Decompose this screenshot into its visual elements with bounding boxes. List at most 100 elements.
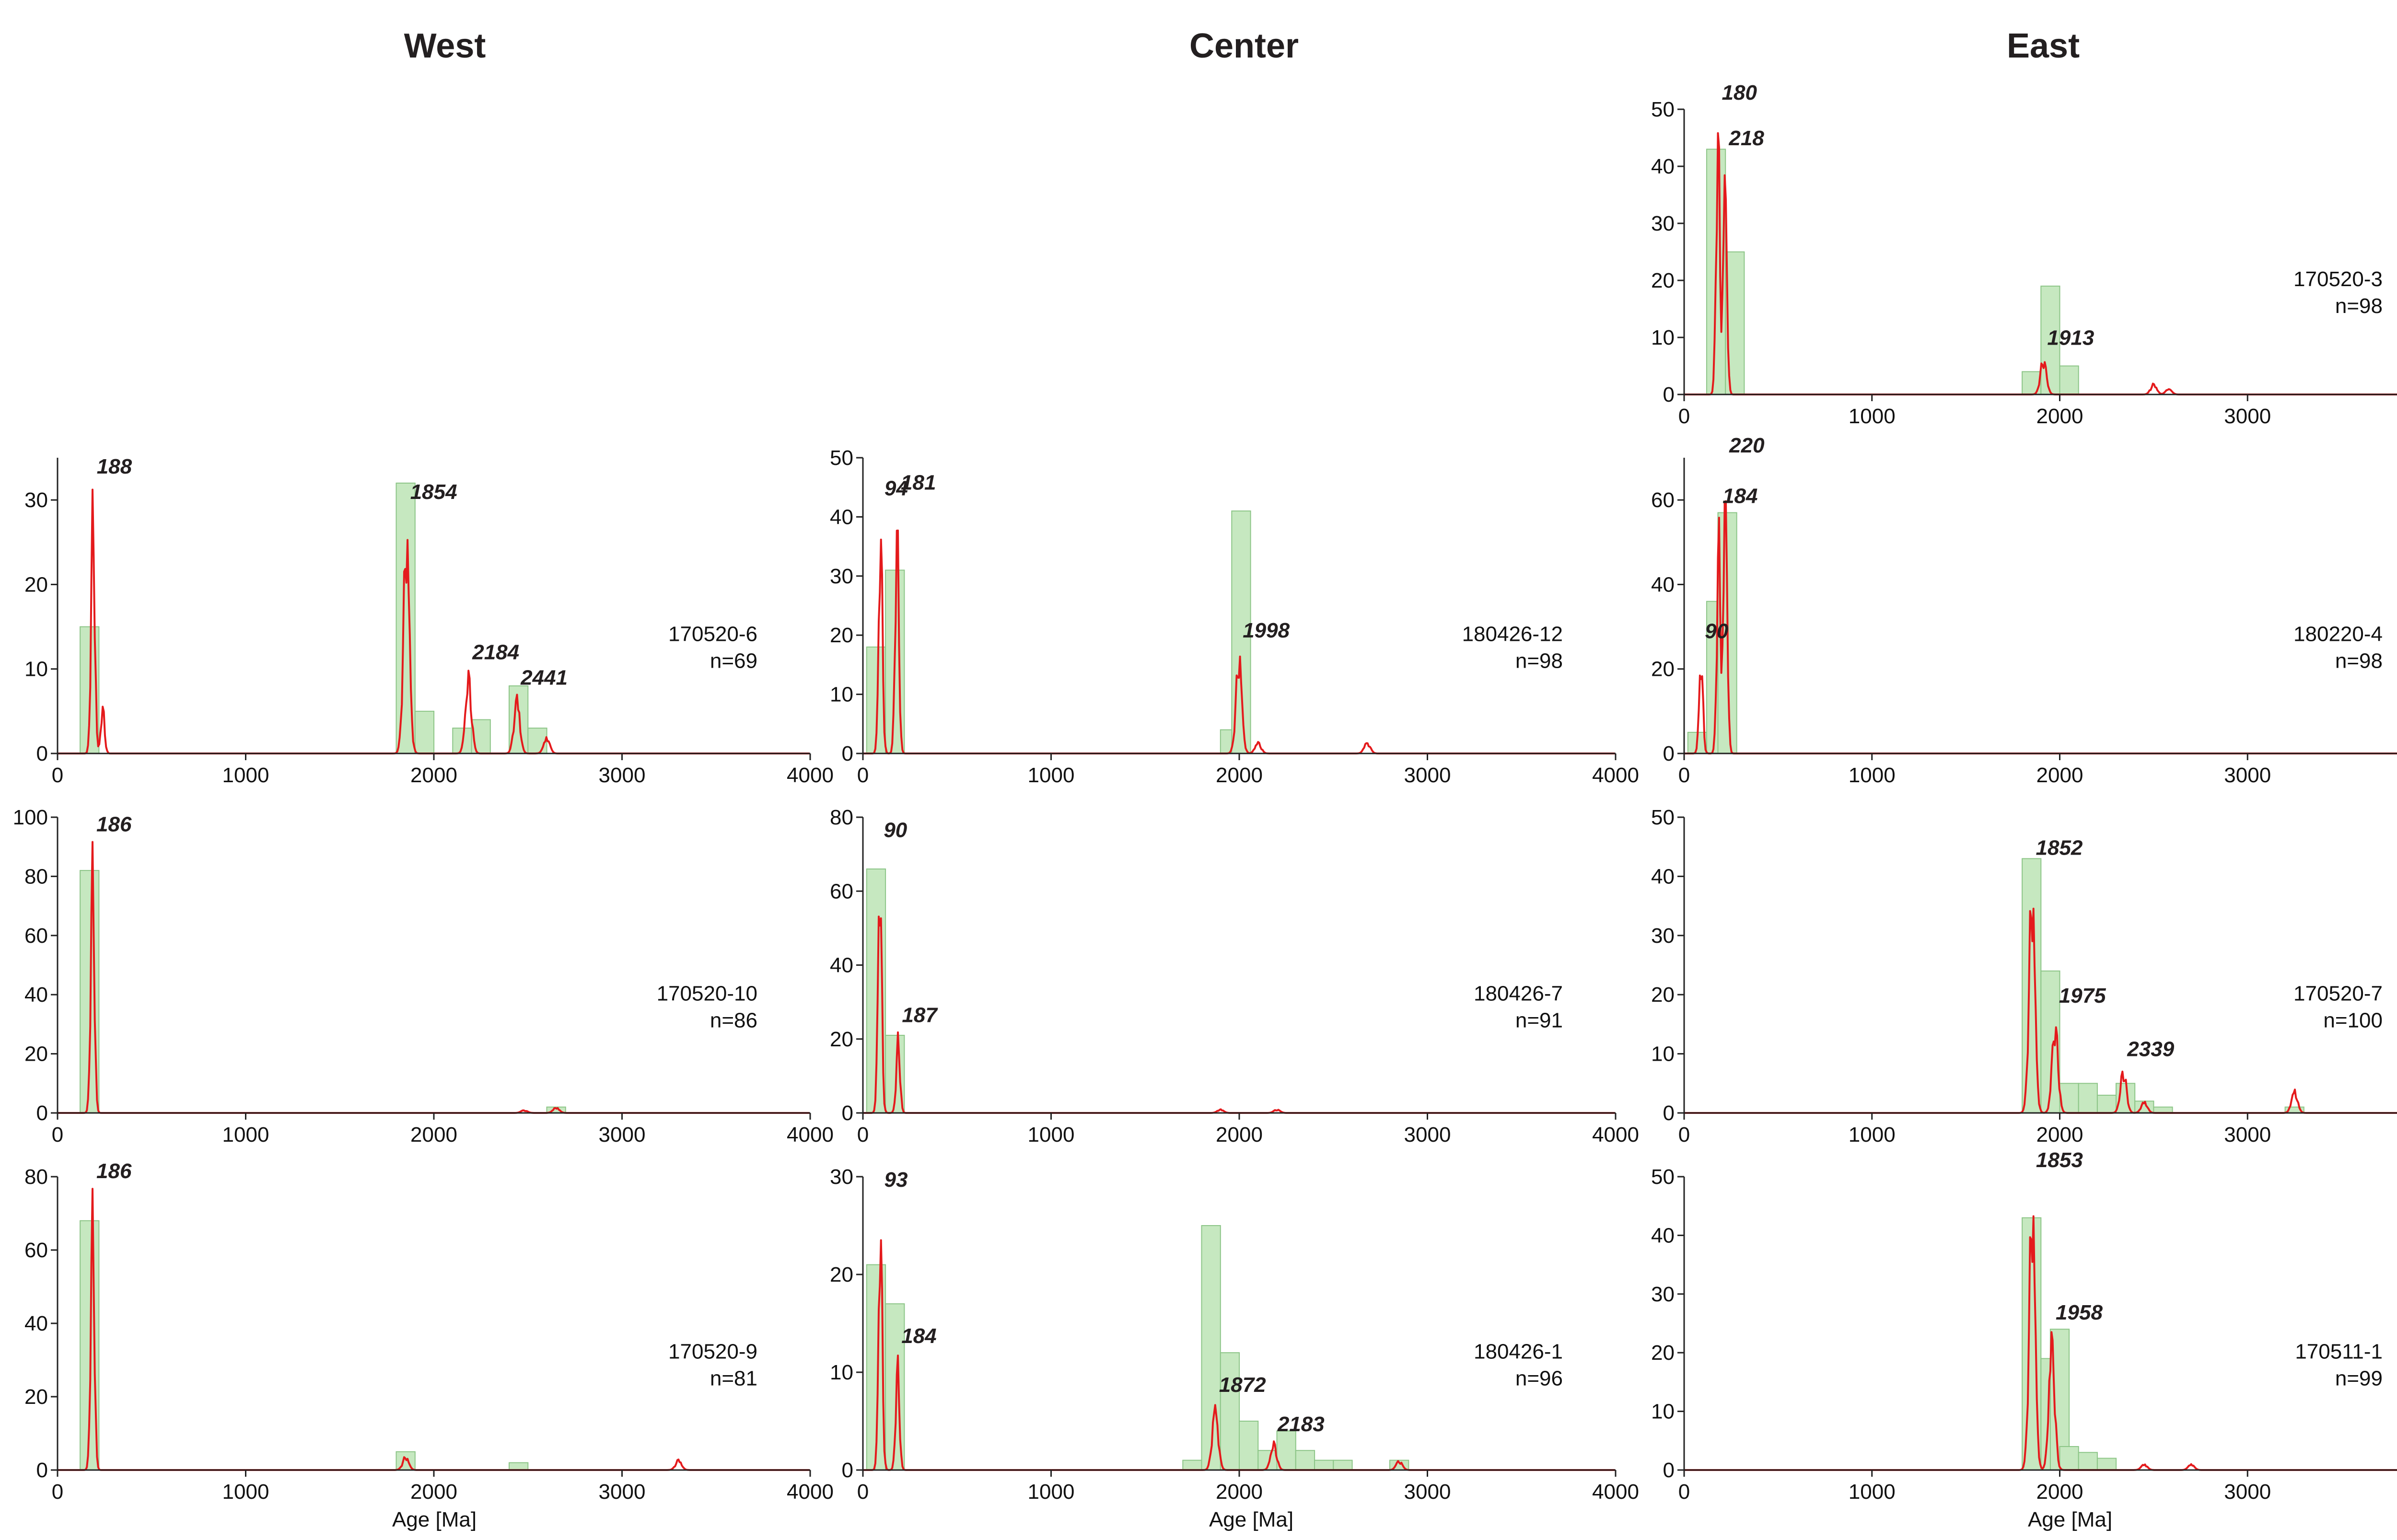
y-tick-label-180426-1-1: 10 [830, 1361, 853, 1384]
peak-label-170511-1-1: 1958 [2056, 1301, 2103, 1324]
y-tick-label-170520-7-2: 20 [1651, 983, 1675, 1007]
x-tick-label-170520-7-3: 3000 [2224, 1123, 2271, 1146]
y-tick-label-180220-4-0: 0 [1663, 742, 1675, 765]
y-tick-label-180426-1-3: 30 [830, 1165, 853, 1189]
x-tick-label-170520-9-4: 4000 [787, 1480, 834, 1504]
x-tick-label-180220-4-3: 3000 [2224, 764, 2271, 787]
y-tick-label-180426-7-2: 40 [830, 954, 853, 977]
sample-label-180426-7: 180426-7 [1474, 982, 1563, 1006]
peak-label-170520-6-1: 1854 [410, 480, 457, 504]
sample-n-180426-1: n=96 [1515, 1366, 1563, 1390]
x-tick-label-170511-1-2: 2000 [2036, 1480, 2083, 1504]
y-tick-label-180426-1-0: 0 [842, 1459, 853, 1482]
sample-label-170520-9: 170520-9 [668, 1340, 757, 1363]
x-tick-label-180426-1-4: 4000 [1592, 1480, 1639, 1504]
peak-label-170520-3-0: 180 [1722, 81, 1757, 104]
y-tick-label-170520-9-4: 80 [24, 1165, 48, 1189]
sample-label-170520-6: 170520-6 [668, 623, 757, 646]
y-tick-label-170520-9-2: 40 [24, 1312, 48, 1335]
y-tick-label-180220-4-2: 40 [1651, 573, 1675, 596]
bar-170520-9-1 [396, 1451, 416, 1471]
sample-n-170520-3: n=98 [2335, 294, 2383, 318]
sample-n-180220-4: n=98 [2335, 649, 2383, 673]
y-tick-label-180220-4-1: 20 [1651, 658, 1675, 681]
x-tick-label-170520-6-4: 4000 [787, 764, 834, 787]
sample-n-170511-1: n=99 [2335, 1366, 2383, 1390]
panel-170511-1: 0100020003000400001020304050185319581705… [1651, 1148, 2397, 1504]
bar-170511-1-4 [2078, 1452, 2098, 1471]
y-tick-label-170520-10-4: 80 [24, 865, 48, 888]
peak-label-170520-6-0: 188 [97, 455, 132, 478]
x-tick-label-170520-9-3: 3000 [599, 1480, 646, 1504]
column-title-east: East [2007, 27, 2080, 65]
x-tick-label-170520-10-1: 1000 [222, 1123, 269, 1146]
panel-180426-1: 0 1000 2000 3000 4000 0 10 20 30 93 184 1872 2183 180… [830, 1165, 1639, 1504]
peak-label-170520-6-2: 2184 [472, 641, 519, 664]
x-tick-label-170520-10-4: 4000 [787, 1123, 834, 1146]
x-tick-label-180426-1-3: 3000 [1404, 1480, 1451, 1504]
x-tick-label-170520-9-2: 2000 [410, 1480, 457, 1504]
bar-170520-3-2 [2022, 371, 2042, 395]
y-tick-label-180426-7-3: 60 [830, 880, 853, 903]
y-tick-label-170511-1-3: 30 [1651, 1283, 1675, 1306]
y-tick-label-170520-7-1: 10 [1651, 1042, 1675, 1066]
bar-170511-1-5 [2096, 1458, 2117, 1471]
y-tick-label-170520-3-2: 20 [1651, 269, 1675, 292]
y-tick-label-180426-7-1: 20 [830, 1028, 853, 1051]
bar-170511-1-3 [2059, 1446, 2079, 1471]
y-tick-label-170520-6-0: 0 [36, 742, 48, 765]
y-tick-label-170520-6-2: 20 [24, 573, 48, 596]
sample-label-180426-12: 180426-12 [1462, 623, 1563, 646]
sample-n-170520-7: n=100 [2323, 1009, 2383, 1032]
y-tick-label-170511-1-1: 10 [1651, 1400, 1675, 1424]
peak-label-180426-1-3: 2183 [1277, 1413, 1325, 1436]
y-tick-label-170520-7-3: 30 [1651, 924, 1675, 948]
x-tick-label-170520-3-2: 2000 [2036, 405, 2083, 428]
x-tick-label-180426-1-2: 2000 [1216, 1480, 1263, 1504]
x-tick-label-170520-9-1: 1000 [222, 1480, 269, 1504]
y-tick-label-170520-7-4: 40 [1651, 865, 1675, 888]
peak-label-180426-1-0: 93 [884, 1168, 908, 1192]
y-tick-label-170520-3-5: 50 [1651, 98, 1675, 121]
bar-180426-1-8 [1295, 1450, 1315, 1471]
y-tick-label-170511-1-4: 40 [1651, 1224, 1675, 1247]
bar-170520-7-4 [2096, 1095, 2117, 1113]
x-tick-label-180426-12-3: 3000 [1404, 764, 1451, 787]
panel-170520-7: 0100020003000400001020304050185219752339… [1651, 806, 2397, 1146]
bar-170520-6-2 [414, 710, 435, 754]
y-tick-label-180426-12-3: 30 [830, 565, 853, 588]
x-tick-label-180220-4-0: 0 [1678, 764, 1690, 787]
y-tick-label-170520-3-0: 0 [1663, 383, 1675, 406]
x-tick-label-180426-12-4: 4000 [1592, 764, 1639, 787]
column-title-center: Center [1189, 27, 1299, 65]
peak-label-170520-7-0: 1852 [2036, 836, 2083, 860]
bar-180426-1-2 [1182, 1459, 1202, 1471]
y-tick-label-170520-6-1: 10 [24, 658, 48, 681]
sample-label-170520-7: 170520-7 [2293, 982, 2383, 1006]
y-tick-label-170520-10-3: 60 [24, 924, 48, 948]
y-tick-label-170520-10-2: 40 [24, 983, 48, 1007]
peak-label-180426-12-0: 94 [884, 477, 908, 500]
y-tick-label-170520-7-5: 50 [1651, 806, 1675, 829]
peak-label-180220-4-1: 184 [1722, 485, 1757, 508]
y-tick-label-170520-10-1: 20 [24, 1042, 48, 1066]
sample-n-180426-7: n=91 [1515, 1009, 1563, 1032]
y-tick-label-170511-1-2: 20 [1651, 1341, 1675, 1365]
peak-label-180426-7-0: 90 [884, 819, 907, 842]
peak-label-180426-1-2: 1872 [1219, 1373, 1266, 1397]
peak-label-180426-1-1: 184 [901, 1324, 936, 1348]
bar-170520-9-2 [509, 1462, 529, 1471]
x-tick-label-180426-7-3: 3000 [1404, 1123, 1451, 1146]
bar-170520-6-6 [527, 728, 547, 754]
peak-label-170520-7-1: 1975 [2059, 984, 2106, 1007]
peak-label-170520-6-3: 2441 [520, 666, 568, 690]
x-tick-label-170520-6-2: 2000 [410, 764, 457, 787]
x-tick-label-180426-7-2: 2000 [1216, 1123, 1263, 1146]
x-tick-label-170520-3-0: 0 [1678, 405, 1690, 428]
kde-line-180220-4 [1684, 500, 2397, 754]
y-tick-label-180426-7-0: 0 [842, 1101, 853, 1125]
y-tick-label-170520-9-3: 60 [24, 1239, 48, 1262]
y-tick-label-180220-4-3: 60 [1651, 488, 1675, 512]
